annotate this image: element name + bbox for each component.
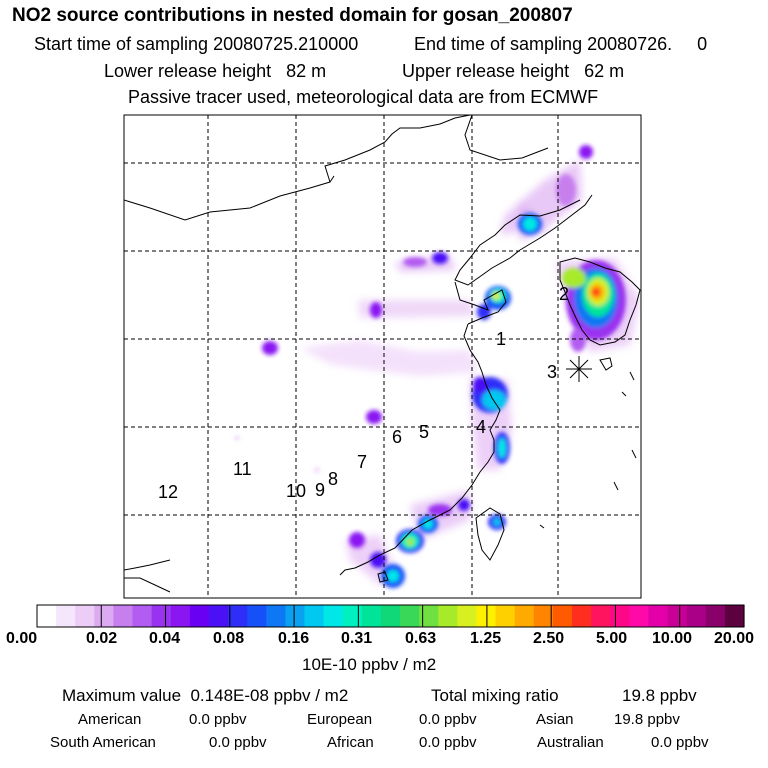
source-label: 4 xyxy=(476,417,486,437)
region-value: 0.0 ppbv xyxy=(419,711,477,728)
colorbar-cell xyxy=(438,605,458,627)
colorbar-cell xyxy=(514,605,535,627)
map-frame xyxy=(123,114,642,599)
source-label: 12 xyxy=(158,482,178,502)
colorbar-cell xyxy=(56,605,76,627)
colorbar-tick: 0.00 xyxy=(6,630,38,647)
colorbar-cell xyxy=(686,605,707,627)
colorbar-cell xyxy=(361,605,382,627)
colorbar-cell xyxy=(342,605,363,627)
colorbar-tick: 10.00 xyxy=(652,630,693,647)
colorbar-tick: 0.04 xyxy=(149,630,181,647)
colorbar-cell xyxy=(113,605,134,627)
region-value: 0.0 ppbv xyxy=(651,734,709,751)
total-mixing-label: Total mixing ratio xyxy=(431,686,559,705)
colorbar-cell xyxy=(400,605,420,627)
total-mixing-value: 19.8 ppbv xyxy=(622,686,697,705)
region-name: European xyxy=(307,711,373,728)
colorbar-tick: 20.00 xyxy=(714,630,755,647)
source-label: 9 xyxy=(315,480,325,500)
colorbar-cell xyxy=(591,605,611,627)
colorbar-tick: 5.00 xyxy=(596,630,628,647)
colorbar-cell xyxy=(419,605,439,627)
colorbar-tick: 0.16 xyxy=(278,630,310,647)
tracer-note: Passive tracer used, meteorological data… xyxy=(128,87,599,107)
region-name: Australian xyxy=(537,734,604,751)
region-name: South American xyxy=(50,734,156,751)
region-name: Asian xyxy=(536,711,574,728)
source-label: 5 xyxy=(419,422,429,442)
page-title: NO2 source contributions in nested domai… xyxy=(12,5,573,26)
colorbar-tick: 0.08 xyxy=(213,630,245,647)
end-time: End time of sampling 20080726. 0 xyxy=(414,34,708,54)
colorbar-tick: 0.31 xyxy=(341,630,373,647)
colorbar-cell xyxy=(572,605,592,627)
region-value: 0.0 ppbv xyxy=(209,734,267,751)
colorbar-cell xyxy=(37,605,57,627)
colorbar-cell xyxy=(552,605,573,627)
grid-lines xyxy=(124,115,641,598)
source-label: 3 xyxy=(547,362,557,382)
colorbar-cell xyxy=(648,605,669,627)
colorbar-cell xyxy=(132,605,153,627)
source-label: 10 xyxy=(286,481,306,501)
colorbar-tick: 1.25 xyxy=(470,630,502,647)
star-icon xyxy=(566,356,592,382)
region-value: 0.0 ppbv xyxy=(189,711,247,728)
colorbar-cell xyxy=(380,605,401,627)
colorbar-cell xyxy=(285,605,306,627)
region-value: 19.8 ppbv xyxy=(614,711,680,728)
colorbar-units: 10E-10 ppbv / m2 xyxy=(302,655,437,674)
colorbar-cell xyxy=(208,605,229,627)
source-label: 1 xyxy=(496,329,506,349)
region-name: American xyxy=(78,711,142,728)
upper-release-height: Upper release height 62 m xyxy=(402,61,625,81)
source-label: 6 xyxy=(392,427,402,447)
colorbar-cell xyxy=(724,605,745,627)
colorbar-cell xyxy=(75,605,95,627)
colorbar-cell xyxy=(94,605,115,627)
start-time: Start time of sampling 20080725.210000 xyxy=(34,34,359,54)
colorbar-cell xyxy=(323,605,344,627)
colorbar-cell xyxy=(189,605,210,627)
source-label: 7 xyxy=(357,452,367,472)
colorbar-frame xyxy=(36,604,745,628)
colorbar-cell xyxy=(247,605,267,627)
colorbar-tick: 2.50 xyxy=(533,630,565,647)
source-labels: 1 2 3 4 5 6 7 8 9 10 11 12 xyxy=(158,284,569,502)
colorbar-cell xyxy=(476,605,497,627)
concentration-field xyxy=(235,145,640,588)
region-name: African xyxy=(327,734,374,751)
source-label: 2 xyxy=(559,284,569,304)
colorbar-cell xyxy=(667,605,688,627)
colorbar-cell xyxy=(228,605,248,627)
colorbar-cell xyxy=(610,605,630,627)
colorbar-cell xyxy=(304,605,325,627)
lower-release-height: Lower release height 82 m xyxy=(104,61,327,81)
colorbar-cell xyxy=(457,605,478,627)
colorbar-cell xyxy=(533,605,554,627)
colorbar-cell xyxy=(495,605,516,627)
colorbar-cell xyxy=(151,605,172,627)
colorbar-tick: 0.63 xyxy=(405,630,437,647)
source-label: 11 xyxy=(233,459,252,479)
colorbar-cell xyxy=(705,605,726,627)
colorbar-tick: 0.02 xyxy=(86,630,118,647)
max-value: Maximum value 0.148E-08 ppbv / m2 xyxy=(62,686,349,705)
colorbar-cell xyxy=(629,605,650,627)
colorbar-cell xyxy=(170,605,191,627)
region-value: 0.0 ppbv xyxy=(419,734,477,751)
source-label: 8 xyxy=(328,469,338,489)
colorbar-cell xyxy=(266,605,287,627)
